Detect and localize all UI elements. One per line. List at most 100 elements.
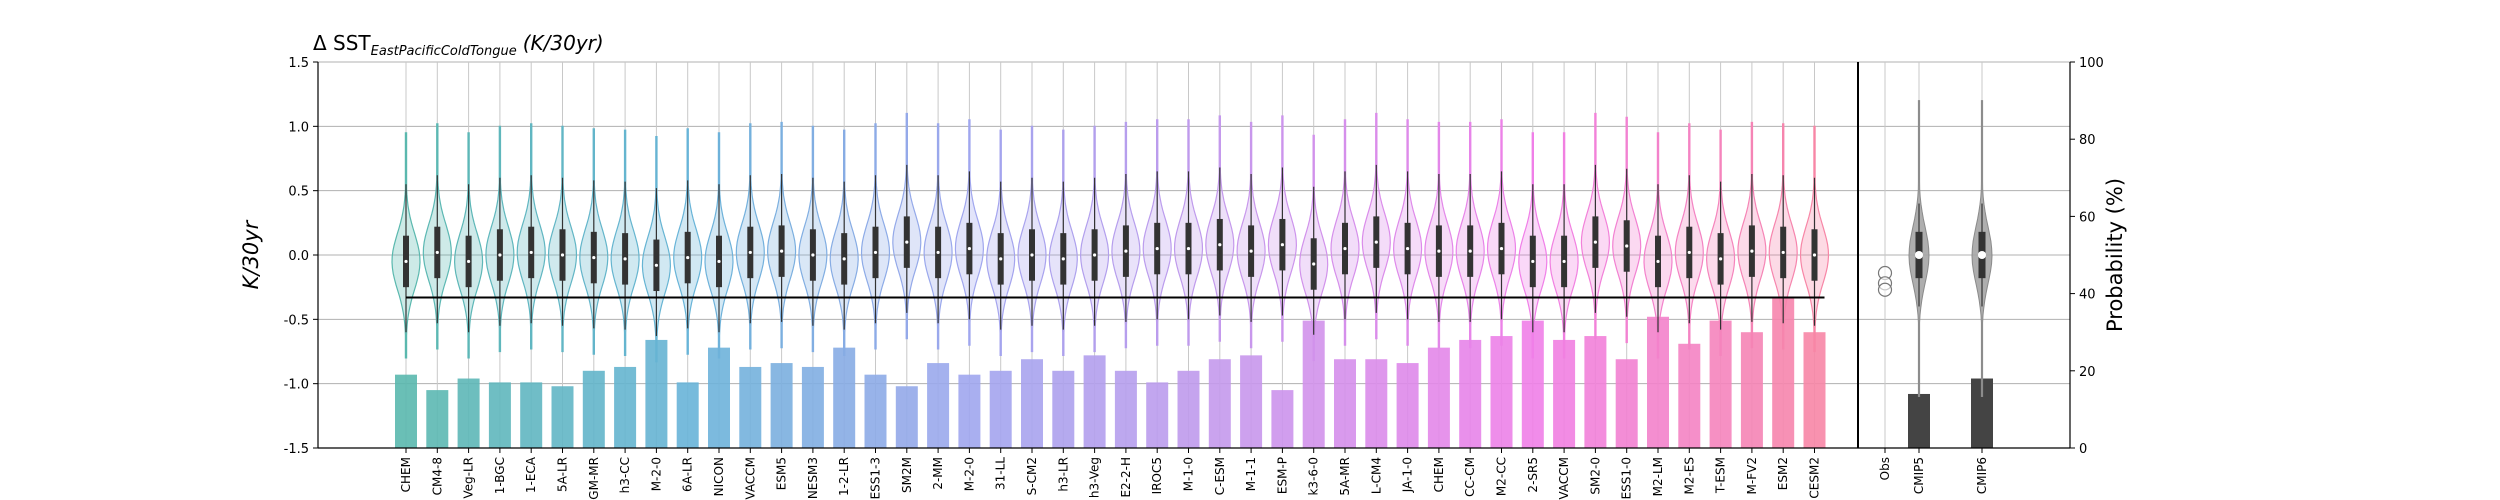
probability-bar: [1427, 347, 1450, 448]
probability-bar: [1240, 355, 1263, 448]
y-right-tick-label: 40: [2079, 288, 2096, 303]
probability-bar: [1709, 320, 1732, 448]
violin-median: [1312, 262, 1316, 266]
probability-bar: [1146, 382, 1169, 448]
violin-median: [529, 250, 533, 255]
violin-median: [936, 250, 940, 255]
chart-title-subscript: EastPacificColdTongue: [371, 44, 517, 59]
probability-bar: [1553, 339, 1576, 448]
y-tick-label: 1.0: [288, 120, 309, 135]
x-tick-label: GM-MR: [587, 457, 601, 500]
violin-median: [1687, 250, 1691, 255]
x-tick-label: 1-BGC: [493, 457, 507, 494]
group-tick-label: Obs: [1878, 457, 1892, 480]
violin-median: [1750, 249, 1754, 253]
x-tick-label: CC-CM: [1463, 457, 1477, 497]
x-tick-label: L-CM4: [1369, 457, 1383, 494]
probability-bar: [1021, 359, 1043, 448]
violin-median: [1061, 257, 1065, 261]
group-tick-label: CMIP6: [1975, 457, 1989, 494]
probability-bar: [551, 386, 574, 448]
y-tick-label: -1.0: [284, 378, 309, 393]
plot-area: -1.5 -1.0 -0.5 0.0 0.5 1.0 1.5 0 20 40 60 80 100 CHEM…: [284, 56, 2104, 500]
y-axis-label: K/30yr: [239, 219, 263, 289]
x-tick-label: Veg-LR: [462, 457, 476, 499]
probability-bar: [1302, 320, 1325, 448]
probability-bar: [488, 382, 511, 448]
probability-bar: [739, 366, 762, 448]
x-tick-label: M2-LM: [1651, 457, 1665, 496]
x-tick-label: T-ESM: [1714, 457, 1728, 494]
probability-bar: [1114, 370, 1137, 448]
x-tick-label: k3-6-0: [1307, 457, 1321, 496]
y-tick-label: -0.5: [284, 313, 309, 328]
violin-median: [1374, 240, 1378, 244]
violin-median: [1437, 249, 1441, 253]
violin-median: [873, 250, 878, 255]
probability-bar: [614, 366, 637, 448]
x-tick-label: M2-CC: [1495, 457, 1509, 496]
violin-median: [1656, 259, 1660, 264]
x-tick-label: ESS1-0: [1620, 457, 1634, 499]
x-tick-label: CHEM: [1432, 457, 1446, 492]
y-axis-label-right: Probability (%): [2103, 178, 2127, 332]
chart-title-prefix: Δ SST: [313, 31, 371, 55]
group-tick-label: CMIP5: [1912, 457, 1926, 494]
y-right-tick-label: 0: [2079, 442, 2087, 457]
x-tick-label: IROC5: [1150, 457, 1164, 494]
x-tick-label: NESM3: [806, 457, 820, 499]
violin-median: [560, 253, 565, 257]
violin-median: [717, 259, 721, 264]
violin-median: [467, 259, 471, 264]
x-tick-label: M-1-0: [1182, 457, 1196, 491]
probability-bar: [1647, 316, 1669, 448]
probability-bar: [833, 347, 856, 448]
y-right-tick-label: 80: [2079, 133, 2096, 148]
x-tick-label: 5A-LR: [556, 457, 570, 492]
probability-bar: [520, 382, 543, 448]
violin-median: [1124, 249, 1128, 253]
x-tick-label: ESM5: [775, 457, 789, 490]
probability-bar: [1740, 332, 1763, 448]
probability-bar: [1584, 336, 1607, 448]
x-tick-label: E2-2-H: [1119, 457, 1133, 498]
probability-bar: [426, 390, 449, 448]
x-tick-label: 5A-MR: [1338, 457, 1352, 496]
x-tick-label: 1-ECA: [524, 456, 538, 493]
y-tick-label: 0.0: [288, 249, 309, 264]
x-tick-label: 6A-LR: [681, 457, 695, 492]
probability-bar: [1334, 359, 1356, 448]
obs-point: [1877, 282, 1893, 297]
x-tick-label: M-2-0: [649, 457, 663, 491]
violin-median: [1593, 240, 1597, 244]
x-tick-label: SM2-0: [1588, 457, 1602, 495]
x-tick-label: 31-LL: [994, 457, 1008, 490]
violin-median: [435, 250, 439, 255]
violin-median: [1280, 243, 1284, 247]
probability-bar: [708, 347, 730, 448]
probability-bar: [864, 374, 887, 448]
y-right-tick-label: 20: [2079, 365, 2096, 380]
x-tick-label: CHEM: [399, 457, 413, 492]
violin-median: [1155, 246, 1159, 251]
probability-bar: [676, 382, 699, 448]
probability-bar: [1396, 363, 1419, 448]
x-tick-label: CESM2: [1808, 457, 1822, 499]
violin-median: [1531, 259, 1535, 264]
probability-bar: [927, 363, 950, 448]
group-median: [1978, 251, 1986, 259]
violin-median: [1249, 249, 1253, 253]
violin-median: [1812, 253, 1817, 257]
probability-bar: [1208, 359, 1231, 448]
x-tick-label: ESS1-3: [869, 457, 883, 499]
violin-median: [967, 246, 972, 251]
probability-bar: [457, 378, 480, 448]
y-tick-label: 0.5: [288, 185, 309, 200]
y-right-tick-label: 60: [2079, 210, 2096, 225]
x-tick-label: S-CM2: [1025, 457, 1039, 495]
violin-median: [654, 263, 659, 267]
x-tick-label: VACCM: [743, 457, 757, 500]
probability-bar: [1459, 339, 1482, 448]
violin-median: [1781, 250, 1785, 255]
